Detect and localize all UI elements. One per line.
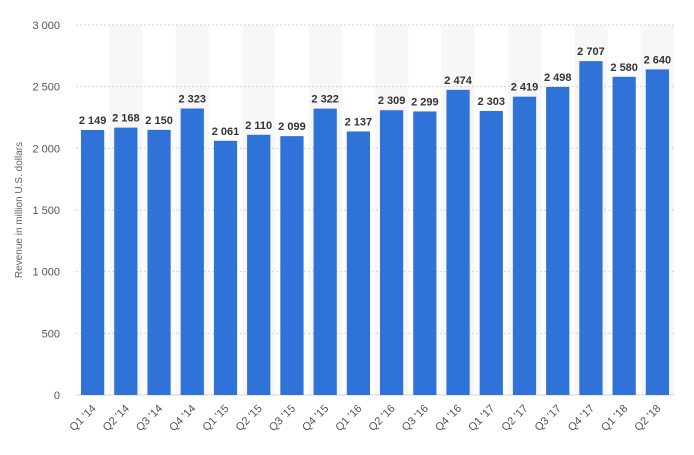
bar — [346, 131, 371, 396]
x-tick-label: Q3 '15 — [267, 403, 298, 434]
value-label: 2 322 — [311, 94, 339, 106]
bar — [280, 136, 304, 395]
value-label: 2 137 — [345, 116, 373, 128]
bar — [313, 108, 337, 396]
y-tick-label: 3 000 — [32, 20, 60, 32]
value-label: 2 061 — [212, 126, 240, 138]
bar — [379, 110, 404, 396]
x-tick-label: Q1 '14 — [68, 403, 99, 434]
value-label: 2 110 — [245, 120, 272, 132]
y-axis-label: Revenue in million U.S. dollars — [14, 142, 25, 278]
value-label: 2 498 — [544, 72, 572, 84]
x-tick-label: Q3 '14 — [134, 403, 165, 434]
y-tick-label: 2 000 — [32, 143, 60, 155]
x-tick-label: Q4 '14 — [167, 403, 198, 434]
x-tick-label: Q1 '16 — [333, 403, 364, 434]
x-tick-label: Q3 '16 — [400, 403, 431, 434]
y-tick-label: 0 — [54, 390, 60, 402]
value-label: 2 580 — [610, 62, 638, 74]
x-tick-label: Q1 '17 — [466, 403, 497, 434]
value-label: 2 168 — [112, 113, 140, 125]
x-tick-label: Q4 '16 — [433, 403, 464, 434]
x-tick-label: Q4 '15 — [300, 403, 331, 434]
bar — [446, 89, 470, 395]
y-tick-label: 1 000 — [32, 267, 60, 279]
y-tick-label: 2 500 — [32, 82, 60, 94]
value-labels: 2 149 2 168 2 150 2 323 2 061 2 110 2 099 2 322… — [79, 46, 671, 138]
bar — [645, 69, 670, 396]
x-tick-label: Q2 '16 — [367, 403, 398, 434]
bar — [180, 108, 204, 395]
value-label: 2 149 — [79, 115, 107, 127]
x-tick-label: Q4 '17 — [566, 403, 597, 434]
y-tick-label: 1 500 — [32, 205, 60, 217]
bar — [512, 96, 537, 395]
bar — [147, 129, 171, 396]
x-tick-label: Q1 '18 — [599, 403, 630, 434]
value-label: 2 299 — [411, 96, 439, 108]
value-label: 2 150 — [145, 115, 173, 127]
bars — [80, 61, 670, 396]
x-tick-label: Q2 '14 — [101, 403, 132, 434]
value-label: 2 303 — [478, 96, 506, 108]
value-label: 2 707 — [577, 46, 605, 58]
value-label: 2 419 — [511, 82, 539, 94]
value-label: 2 099 — [278, 121, 306, 133]
bar — [247, 134, 271, 395]
x-tick-label: Q2 '18 — [632, 403, 663, 434]
bar — [479, 110, 503, 396]
gridlines — [76, 24, 674, 396]
x-tick-label: Q3 '17 — [533, 403, 564, 434]
bar — [114, 127, 138, 395]
bar — [546, 86, 570, 395]
bar — [413, 111, 437, 395]
bar — [579, 61, 603, 396]
x-axis-ticks: Q1 '14 Q2 '14 Q3 '14 Q4 '14 Q1 '15 Q2 '15 Q3 '… — [68, 403, 664, 434]
x-tick-label: Q2 '17 — [499, 403, 530, 434]
value-label: 2 323 — [179, 93, 207, 105]
value-label: 2 309 — [378, 95, 406, 107]
value-label: 2 474 — [444, 75, 472, 87]
y-axis-ticks: 0 500 1 000 1 500 2 000 2 500 3 000 — [32, 20, 60, 402]
bar — [80, 129, 105, 395]
x-tick-label: Q1 '15 — [200, 403, 231, 434]
value-label: 2 640 — [644, 54, 672, 66]
y-tick-label: 500 — [42, 328, 60, 340]
bar — [612, 76, 636, 396]
x-tick-label: Q2 '15 — [234, 403, 265, 434]
bar — [213, 140, 238, 395]
